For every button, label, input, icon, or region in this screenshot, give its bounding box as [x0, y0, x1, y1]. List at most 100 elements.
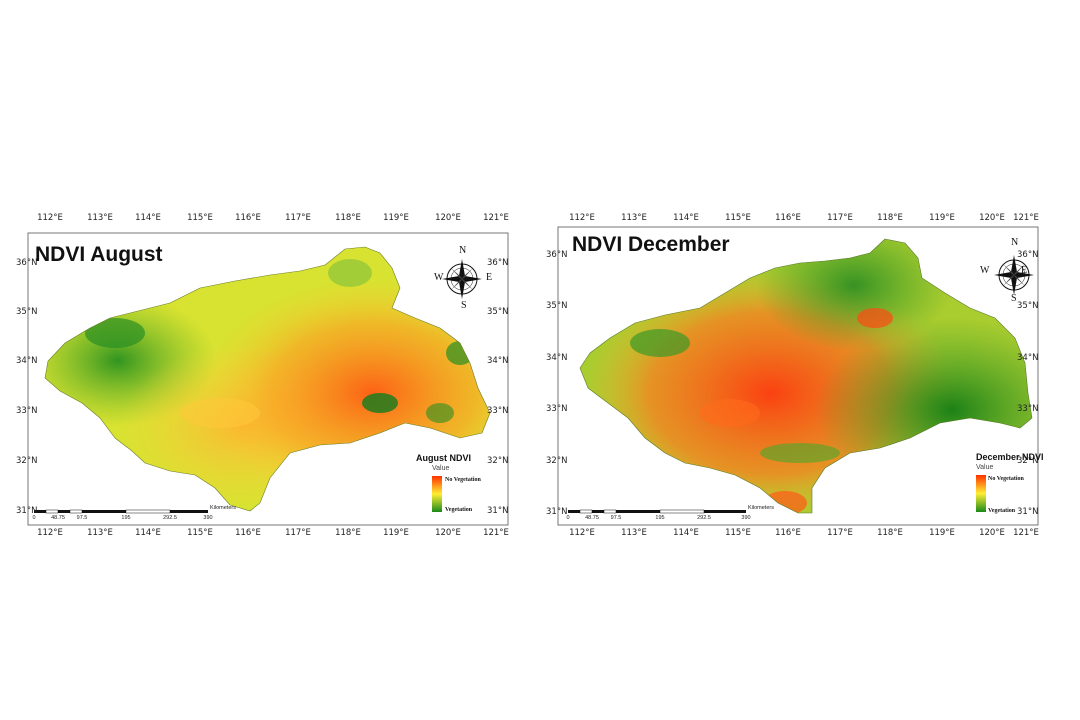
lon-label-bottom: 114°E [673, 528, 699, 538]
lat-label-left: 33°N [16, 406, 38, 416]
scale-tick: 48.75 [51, 515, 65, 521]
map-title: NDVI August [35, 243, 163, 266]
lat-label-right: 34°N [1017, 353, 1039, 363]
lat-label-right: 36°N [487, 258, 509, 268]
legend-low-label: Vegetation [445, 507, 473, 513]
scale-tick: 0 [566, 515, 570, 521]
lat-label-right: 31°N [487, 506, 509, 516]
legend-color-ramp [432, 476, 442, 512]
lat-label-left: 34°N [546, 353, 568, 363]
legend-low-label: Vegetation [988, 508, 1016, 514]
lon-label-bottom: 117°E [827, 528, 853, 538]
scale-tick: 48.75 [585, 515, 599, 521]
lon-label-top: 112°E [37, 213, 63, 223]
lat-label-left: 31°N [546, 507, 568, 517]
map-title: NDVI December [572, 233, 730, 256]
lon-label-bottom: 113°E [87, 528, 113, 538]
compass-n-label: N [459, 245, 467, 256]
lat-label-right: 33°N [1017, 404, 1039, 414]
lon-label-top: 116°E [775, 213, 801, 223]
lon-label-top: 119°E [929, 213, 955, 223]
lon-label-bottom: 116°E [235, 528, 261, 538]
lat-label-left: 32°N [16, 456, 38, 466]
compass-e-label: E [1021, 265, 1028, 276]
compass-w-label: W [980, 265, 990, 276]
lon-label-bottom: 118°E [335, 528, 361, 538]
legend-subtitle: Value [432, 465, 450, 472]
compass-e-label: E [486, 272, 493, 283]
scale-tick: 195 [121, 515, 131, 521]
map-frame-svg [557, 226, 1039, 526]
lon-label-bottom: 114°E [135, 528, 161, 538]
lon-label-top: 116°E [235, 213, 261, 223]
lat-label-left: 31°N [16, 506, 38, 516]
ndvi-august-map-panel: NDVI August 112°E 113°E 114°E 115°E 116°… [16, 213, 510, 541]
lat-label-left: 36°N [546, 250, 568, 260]
lon-label-bottom: 112°E [569, 528, 595, 538]
lon-label-top: 121°E [483, 213, 509, 223]
lat-label-right: 32°N [487, 456, 509, 466]
lon-label-bottom: 119°E [383, 528, 409, 538]
lon-label-top: 118°E [335, 213, 361, 223]
lat-label-left: 35°N [546, 301, 568, 311]
lat-label-left: 36°N [16, 258, 38, 268]
lon-label-top: 115°E [725, 213, 751, 223]
scale-tick: 97.5 [610, 515, 622, 521]
lon-label-top: 120°E [979, 213, 1005, 223]
legend-color-ramp [976, 475, 986, 512]
scale-bar [34, 509, 208, 514]
lon-label-bottom: 117°E [285, 528, 311, 538]
lon-label-bottom: 115°E [187, 528, 213, 538]
lon-label-bottom: 121°E [483, 528, 509, 538]
legend-high-label: No Vegetation [988, 476, 1024, 482]
lon-label-bottom: 115°E [725, 528, 751, 538]
lat-label-right: 32°N [1017, 456, 1039, 466]
scale-tick: 97.5 [76, 515, 88, 521]
lon-label-top: 112°E [569, 213, 595, 223]
lat-label-left: 34°N [16, 356, 38, 366]
lon-label-bottom: 119°E [929, 528, 955, 538]
lon-label-bottom: 120°E [435, 528, 461, 538]
lon-label-bottom: 113°E [621, 528, 647, 538]
scale-tick: 292.5 [163, 515, 177, 521]
north-arrow-compass [442, 259, 482, 299]
north-arrow-compass [994, 255, 1034, 295]
scale-unit: Kilometers [210, 505, 236, 511]
scale-tick: 195 [655, 515, 665, 521]
lat-label-right: 31°N [1017, 507, 1039, 517]
ndvi-december-map-panel: NDVI December 112°E 113°E 114°E 115°E 11… [546, 213, 1044, 541]
lon-label-bottom: 120°E [979, 528, 1005, 538]
lon-label-top: 119°E [383, 213, 409, 223]
map-frame-svg [27, 232, 509, 526]
scale-tick: 292.5 [697, 515, 711, 521]
compass-n-label: N [1011, 237, 1019, 248]
scale-tick: 390 [203, 515, 213, 521]
lon-label-top: 117°E [827, 213, 853, 223]
scale-unit: Kilometers [748, 505, 774, 511]
compass-w-label: W [434, 272, 444, 283]
lat-label-right: 34°N [487, 356, 509, 366]
lon-label-bottom: 112°E [37, 528, 63, 538]
lat-label-right: 36°N [1017, 250, 1039, 260]
lon-label-top: 113°E [621, 213, 647, 223]
lon-label-bottom: 116°E [775, 528, 801, 538]
lon-label-bottom: 118°E [877, 528, 903, 538]
scale-tick: 390 [741, 515, 751, 521]
lon-label-top: 117°E [285, 213, 311, 223]
compass-s-label: S [1011, 293, 1017, 304]
lon-label-top: 120°E [435, 213, 461, 223]
compass-s-label: S [461, 300, 467, 311]
lon-label-top: 114°E [135, 213, 161, 223]
scale-bar [568, 509, 746, 514]
lon-label-bottom: 121°E [1013, 528, 1039, 538]
lon-label-top: 114°E [673, 213, 699, 223]
lat-label-right: 35°N [487, 307, 509, 317]
lat-label-left: 33°N [546, 404, 568, 414]
legend-title: August NDVI [416, 453, 471, 463]
lon-label-top: 121°E [1013, 213, 1039, 223]
lon-label-top: 113°E [87, 213, 113, 223]
lat-label-left: 32°N [546, 456, 568, 466]
legend-high-label: No Vegetation [445, 477, 481, 483]
lat-label-right: 33°N [487, 406, 509, 416]
legend-title: December NDVI [976, 452, 1044, 462]
